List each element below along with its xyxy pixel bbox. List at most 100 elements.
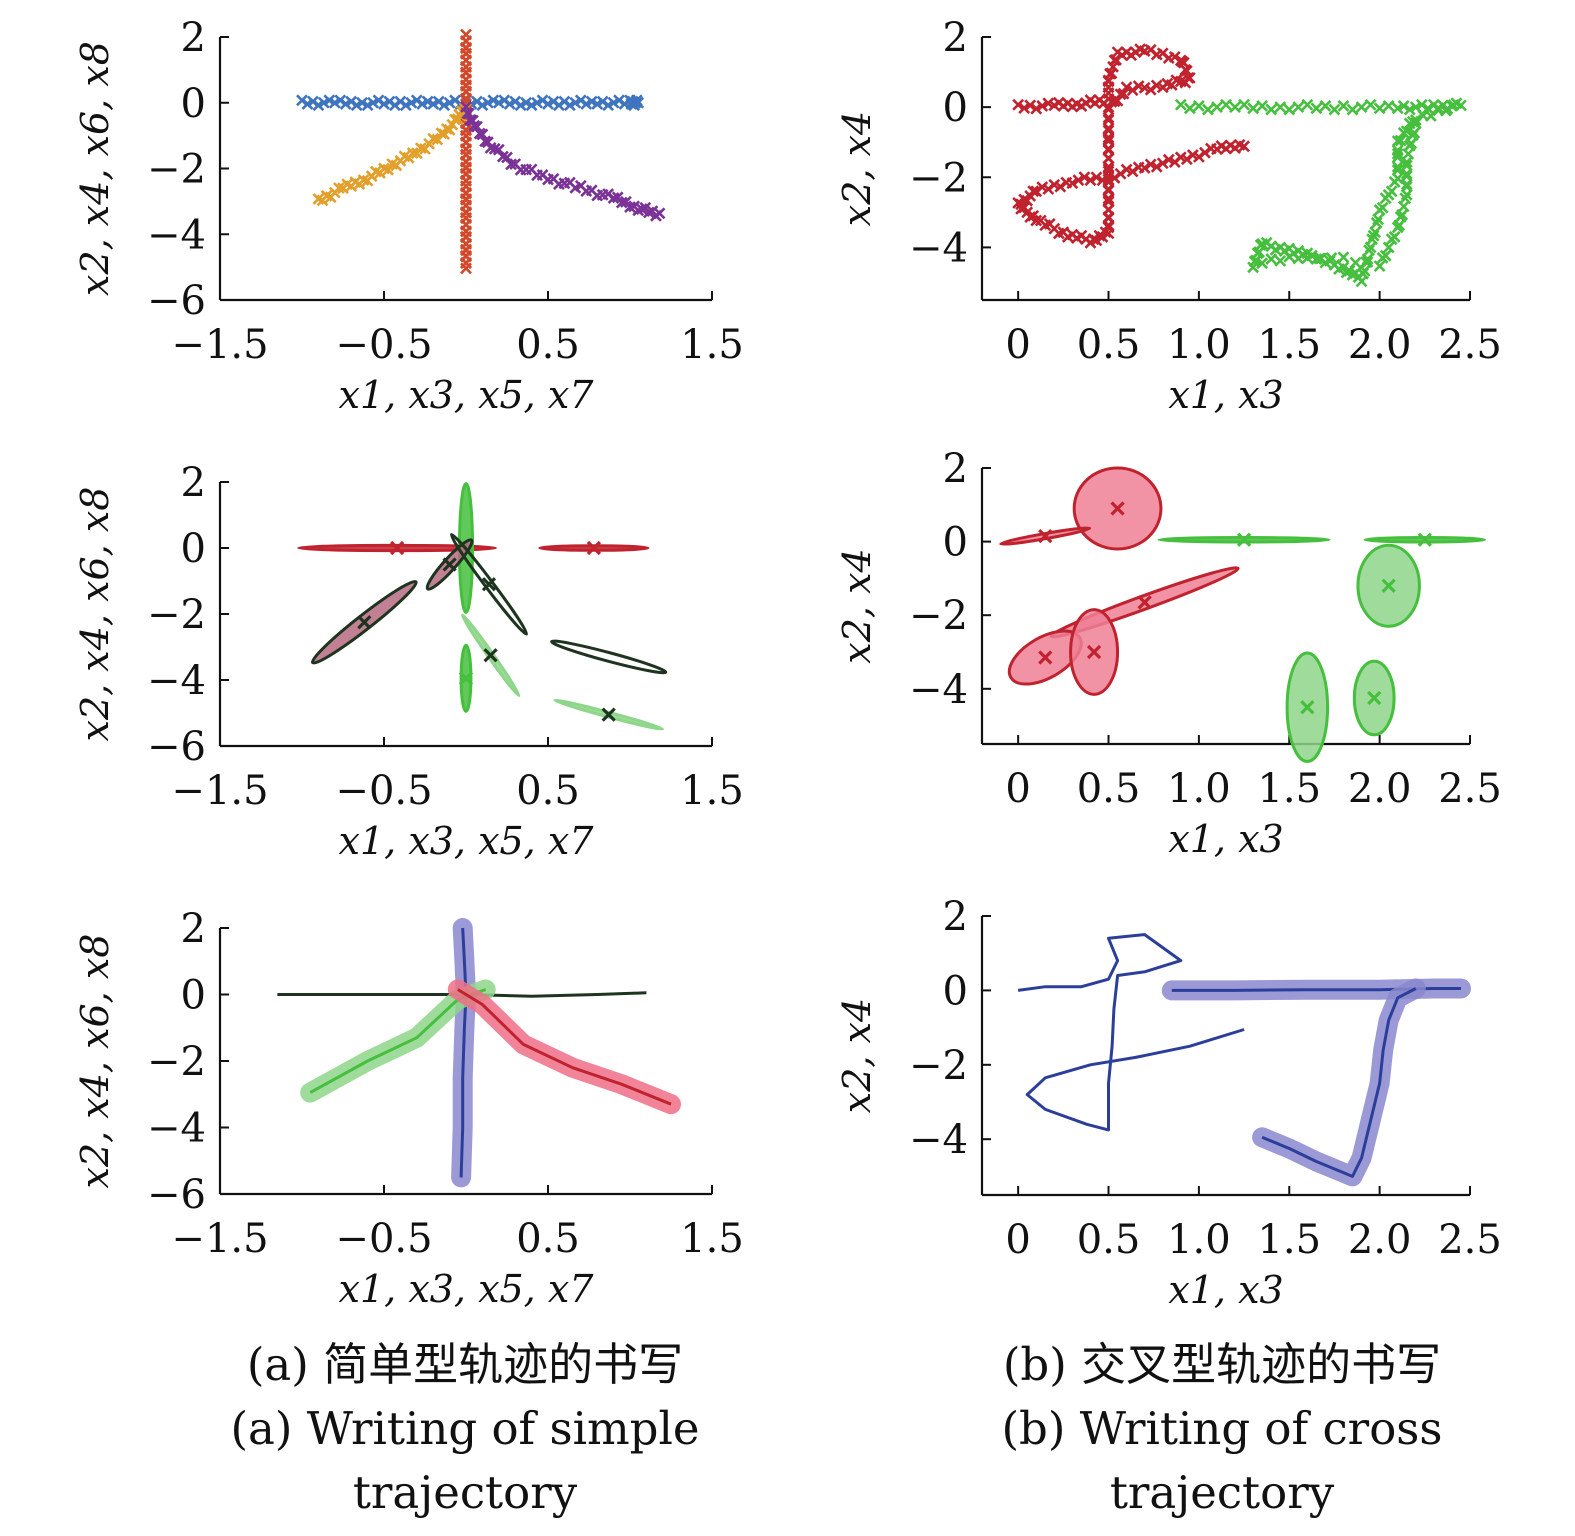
- scatter-point: [1054, 180, 1067, 193]
- scatter-point: [1156, 157, 1169, 170]
- scatter-point: [1379, 249, 1392, 262]
- x-tick-label: 0.5: [1077, 322, 1141, 368]
- scatter-point: [1174, 98, 1187, 111]
- gmm-center-mark: [442, 557, 457, 572]
- scatter-point: [1391, 160, 1404, 173]
- y-tick-label: 0: [181, 81, 206, 127]
- gmm-center-mark: [1381, 578, 1396, 593]
- line-series-0: [459, 927, 468, 1178]
- scatter-point: [345, 95, 358, 108]
- gmm-center-mark: [1038, 528, 1053, 544]
- scatter-point: [1202, 103, 1214, 116]
- scatter-point: [1102, 101, 1115, 114]
- scatter-point: [547, 95, 560, 108]
- scatter-point: [394, 95, 407, 108]
- y-tick-label: 2: [943, 446, 968, 492]
- scatter-point: [1363, 244, 1376, 257]
- scatter-point: [1138, 162, 1151, 174]
- panel-b3: 0 0.5 1.0 1.5 2.0 2.5 2 0 −2 −4 x1, x3 x2, x4: [835, 894, 1502, 1312]
- gmm-center-mark: [1038, 650, 1053, 665]
- x-tick-label: 0.5: [516, 322, 580, 368]
- caption-b-en-line1: (b) Writing of cross: [1002, 1402, 1443, 1455]
- x-axis-label: x1, x3, x5, x7: [339, 819, 595, 863]
- scatter-point: [1084, 174, 1097, 187]
- y-tick-label: −6: [147, 278, 206, 324]
- scatter-point: [1030, 185, 1043, 198]
- scatter-point: [389, 99, 401, 112]
- scatter-point: [449, 94, 461, 107]
- x-tick-label: −0.5: [335, 1216, 432, 1262]
- x-tick-label: −0.5: [335, 322, 432, 368]
- y-tick-label: 2: [181, 460, 206, 506]
- scatter-point: [1382, 241, 1395, 254]
- y-tick-label: −2: [147, 1039, 206, 1085]
- x-axis-label: x1, x3: [1168, 1268, 1283, 1312]
- scatter-point: [536, 94, 549, 107]
- scatter-point: [1066, 177, 1079, 190]
- x-axis-label: x1, x3: [1168, 373, 1283, 417]
- x-tick-label: 2.0: [1348, 322, 1412, 368]
- y-axis-label: x2, x4: [835, 548, 879, 663]
- x-tick-label: 0: [1005, 322, 1030, 368]
- y-tick-label: −6: [147, 1172, 206, 1218]
- y-tick-label: −2: [909, 1043, 968, 1089]
- x-tick-label: −0.5: [335, 768, 432, 814]
- scatter-point: [1337, 100, 1350, 112]
- scatter-point: [432, 95, 445, 108]
- y-tick-label: −4: [147, 1106, 206, 1152]
- scatter-point: [1012, 98, 1025, 111]
- x-tick-label: 0.5: [516, 1216, 580, 1262]
- line-band-3: [447, 979, 681, 1115]
- scatter-point: [1265, 253, 1278, 265]
- x-tick-label: 0.5: [1077, 1217, 1141, 1263]
- scatter-point: [1180, 153, 1193, 166]
- y-tick-label: −2: [909, 593, 968, 639]
- scatter-point: [332, 182, 345, 194]
- scatter-point: [1256, 100, 1269, 112]
- scatter-point: [406, 147, 419, 159]
- line-series-1: [277, 991, 647, 998]
- scatter-point: [1096, 174, 1109, 187]
- scatter-point: [1265, 103, 1278, 116]
- scatter-point: [460, 262, 472, 275]
- scatter-point: [1027, 185, 1040, 198]
- scatter-point: [1238, 98, 1250, 111]
- scatter-point: [1301, 247, 1314, 260]
- scatter-point: [476, 128, 489, 141]
- y-tick-label: 2: [181, 906, 206, 952]
- scatter-point: [1198, 146, 1211, 159]
- scatter-point: [1388, 175, 1401, 188]
- scatter-point: [1388, 230, 1401, 243]
- y-tick-label: 2: [181, 15, 206, 61]
- scatter-point: [372, 94, 385, 107]
- scatter-point: [1247, 261, 1260, 274]
- x-tick-label: −1.5: [171, 322, 268, 368]
- scatter-point: [1018, 102, 1031, 114]
- scatter-series-3: [460, 101, 666, 222]
- scatter-point: [1397, 100, 1410, 112]
- scatter-point: [1391, 151, 1404, 164]
- caption-a-en-line2: trajectory: [353, 1466, 578, 1519]
- y-tick-label: 0: [181, 526, 206, 572]
- scatter-point: [307, 95, 319, 108]
- y-axis-label: x2, x4, x6, x8: [73, 41, 117, 296]
- y-tick-label: −2: [147, 592, 206, 638]
- scatter-point: [1409, 117, 1422, 130]
- scatter-point: [1192, 150, 1205, 163]
- scatter-point: [1102, 122, 1115, 135]
- line-series-0: [1017, 933, 1245, 1132]
- scatter-point: [1024, 99, 1037, 112]
- gmm-center-mark: [1137, 595, 1152, 610]
- y-tick-label: 0: [943, 520, 968, 566]
- y-tick-label: −2: [909, 155, 968, 201]
- x-tick-label: 1.0: [1167, 322, 1231, 368]
- x-tick-label: 1.5: [1257, 1217, 1321, 1263]
- y-tick-label: 0: [943, 85, 968, 131]
- y-tick-label: 0: [181, 973, 206, 1019]
- x-tick-label: 0: [1005, 1217, 1030, 1263]
- scatter-point: [1379, 192, 1392, 205]
- caption-b-cn: (b) 交叉型轨迹的书写: [1003, 1338, 1441, 1391]
- scatter-point: [574, 94, 587, 107]
- y-axis-label: x2, x4: [835, 998, 879, 1113]
- scatter-point: [1370, 216, 1383, 229]
